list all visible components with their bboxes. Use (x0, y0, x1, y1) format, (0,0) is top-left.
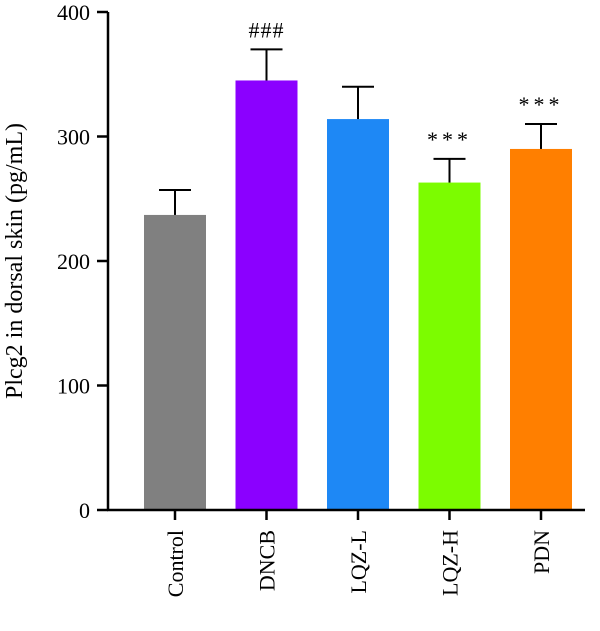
x-tick-label: PDN (529, 530, 554, 574)
y-tick-label: 200 (57, 249, 90, 274)
significance-group: ### *** *** (249, 17, 564, 152)
bar-lqz-h (418, 182, 481, 510)
significance-label: ### (249, 17, 285, 42)
x-tick-label: LQZ-L (346, 530, 371, 594)
y-tick-label: 400 (57, 0, 90, 25)
y-tick-label: 300 (57, 125, 90, 150)
bars-group (144, 80, 572, 510)
x-tick-label: LQZ-H (438, 530, 463, 596)
significance-label: *** (427, 127, 472, 152)
x-axis (107, 508, 585, 520)
x-tick-label: Control (163, 530, 188, 597)
bar-pdn (510, 148, 572, 510)
y-tick-label: 0 (79, 498, 90, 523)
bar-dncb (235, 80, 298, 510)
bar-lqz-l (327, 119, 389, 510)
y-tick-label: 100 (57, 374, 90, 399)
x-tick-label: DNCB (255, 530, 280, 591)
bar-control (144, 214, 206, 510)
y-axis: 0 100 200 300 400 (57, 0, 110, 523)
error-bars-group (159, 48, 557, 215)
x-tick-labels: Control DNCB LQZ-L LQZ-H PDN (163, 530, 554, 597)
y-axis-title: Plcg2 in dorsal skin (pg/mL) (2, 123, 28, 399)
significance-label: *** (519, 92, 564, 117)
